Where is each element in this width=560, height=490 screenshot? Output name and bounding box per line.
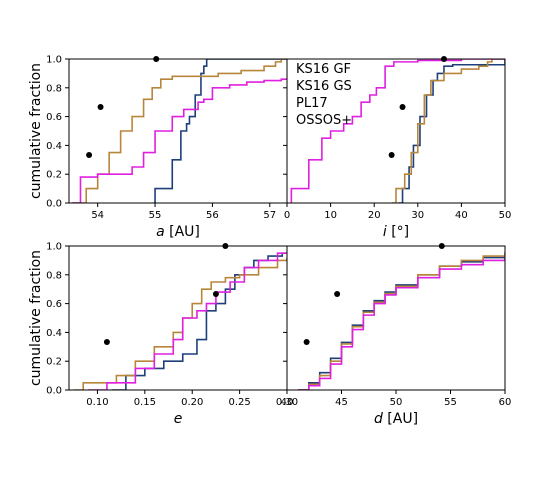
x-tick-label: 60 <box>499 397 512 408</box>
series-ks16-gs-line <box>297 251 505 390</box>
y-tick-label: 0.0 <box>46 386 62 397</box>
series-pl17-line <box>290 59 505 203</box>
series-ks16-gs-line <box>391 59 505 203</box>
series-pl17-line <box>297 256 505 390</box>
ossos-point <box>303 339 310 346</box>
y-tick-label: 0.0 <box>46 199 62 210</box>
y-tick-label: 1.0 <box>46 55 62 66</box>
y-tick-label: 0.2 <box>46 357 62 368</box>
legend-ks16-gs: KS16 GS <box>296 79 352 94</box>
x-axis-label: e <box>174 411 183 427</box>
panel-a: 54 55 56 57 0.0 0.2 0.4 0.6 0.8 1.0 a [AU] <box>46 55 288 240</box>
x-tick-label: 45 <box>335 397 348 408</box>
x-tick-label: 0.20 <box>181 397 203 408</box>
series-ks16-gf-line <box>398 59 505 203</box>
ylabel-bottom: cumulative fraction <box>28 250 44 386</box>
x-axis-label: a [AU] <box>156 224 200 240</box>
legend-ks16-gf: KS16 GF <box>296 62 351 77</box>
x-tick-label: 57 <box>263 210 276 221</box>
x-tick-label: 55 <box>444 397 457 408</box>
y-tick-label: 1.0 <box>46 242 62 253</box>
y-tick-label: 0.8 <box>46 83 62 94</box>
y-tick-label: 0.4 <box>46 141 62 152</box>
ossos-point <box>388 152 395 159</box>
y-tick-label: 0.2 <box>46 170 62 181</box>
legend-pl17: PL17 <box>296 96 328 111</box>
x-tick-label: 0 <box>284 210 290 221</box>
x-axis-label: i [°] <box>383 224 409 240</box>
panel-d: 40 45 50 55 60 d [AU] <box>281 243 512 427</box>
x-tick-label: 0.30 <box>276 397 298 408</box>
y-tick-label: 0.4 <box>46 328 62 339</box>
y-tick-label: 0.8 <box>46 270 62 281</box>
x-tick-label: 30 <box>411 210 424 221</box>
series-ks16-gf-line <box>153 59 287 203</box>
ossos-point <box>399 103 406 110</box>
x-tick-label: 54 <box>91 210 104 221</box>
x-tick-label: 50 <box>390 397 403 408</box>
series-pl17-line <box>87 252 287 390</box>
series-ks16-gf-line <box>111 252 287 390</box>
ossos-point <box>97 103 104 110</box>
series-ks16-gf-line <box>297 253 505 390</box>
series-pl17-line <box>71 78 287 203</box>
x-tick-label: 0.15 <box>134 397 156 408</box>
ossos-point <box>103 339 110 346</box>
y-tick-label: 0.6 <box>46 299 62 310</box>
x-tick-label: 0.25 <box>228 397 250 408</box>
x-tick-label: 50 <box>499 210 512 221</box>
series-ks16-gs-line <box>71 59 287 203</box>
x-tick-label: 40 <box>455 210 468 221</box>
y-tick-label: 0.6 <box>46 112 62 123</box>
ossos-point <box>86 152 93 159</box>
x-tick-label: 20 <box>368 210 381 221</box>
x-tick-label: 55 <box>149 210 162 221</box>
axes-frame <box>286 245 506 391</box>
legend-ossos: OSSOS+ <box>296 113 352 128</box>
ossos-point <box>334 290 341 297</box>
ossos-point <box>212 290 219 297</box>
x-tick-label: 10 <box>324 210 337 221</box>
panel-i: 0 10 20 30 40 50 i [°] <box>283 56 511 240</box>
axes-frame <box>286 58 506 204</box>
axes-frame <box>68 58 288 204</box>
ylabel-top: cumulative fraction <box>28 63 44 199</box>
x-tick-label: 56 <box>206 210 219 221</box>
x-axis-label: d [AU] <box>374 411 418 427</box>
x-tick-label: 0.10 <box>86 397 108 408</box>
x-tick-label: 40 <box>281 397 294 408</box>
legend: KS16 GF KS16 GS PL17 OSSOS+ <box>296 62 352 128</box>
series-ks16-gs-line <box>73 257 287 390</box>
panel-e: 0.10 0.15 0.20 0.25 0.30 0.0 0.2 0.4 0.6 0.8 1.0 e <box>46 242 298 428</box>
